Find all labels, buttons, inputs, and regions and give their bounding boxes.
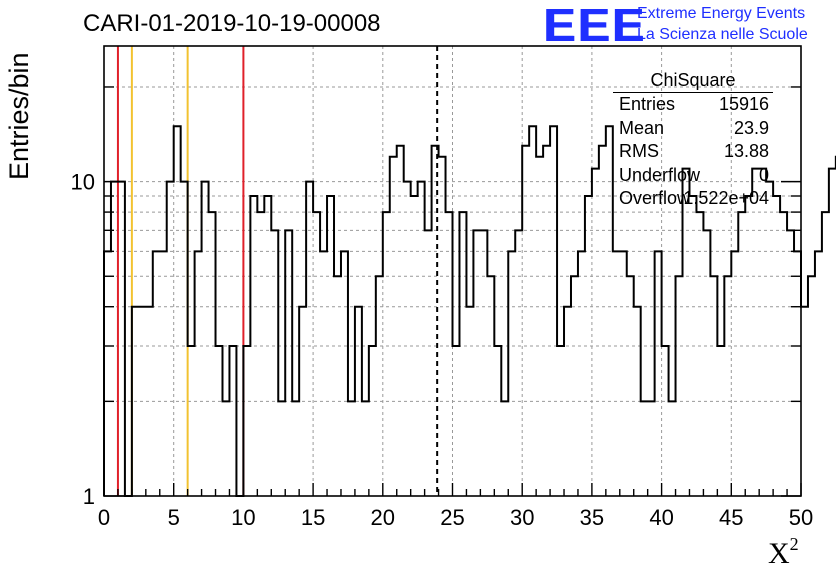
x-axis-label: X2 bbox=[768, 534, 799, 570]
x-tick-label: 40 bbox=[649, 505, 673, 530]
y-tick-label: 1 bbox=[83, 484, 95, 509]
stats-row-mean: Mean 23.9 bbox=[619, 117, 769, 138]
stats-title: ChiSquare bbox=[613, 69, 773, 93]
stats-box: ChiSquare Entries 15916 Mean 23.9 RMS 13.88… bbox=[613, 69, 773, 211]
x-tick-label: 0 bbox=[98, 505, 110, 530]
x-tick-label: 30 bbox=[510, 505, 534, 530]
logo-line-1: Extreme Energy Events bbox=[637, 5, 806, 22]
logo-line-2: La Scienza nelle Scuole bbox=[637, 26, 808, 43]
x-tick-label: 25 bbox=[440, 505, 464, 530]
x-tick-label: 45 bbox=[719, 505, 743, 530]
y-tick-label: 10 bbox=[71, 170, 95, 195]
axis-ticks bbox=[103, 86, 802, 497]
x-tick-label: 50 bbox=[789, 505, 813, 530]
y-axis-label: Entries/bin bbox=[4, 52, 34, 180]
stats-row-overflow: Overflow 1.522e+04 bbox=[619, 188, 769, 208]
x-tick-label: 15 bbox=[301, 505, 325, 530]
eee-logo: EEE bbox=[543, 0, 646, 51]
x-tick-label: 10 bbox=[231, 505, 255, 530]
histogram-series bbox=[103, 125, 836, 497]
stats-row-rms: RMS 13.88 bbox=[619, 141, 769, 161]
x-tick-label: 35 bbox=[580, 505, 604, 530]
stats-row-entries: Entries 15916 bbox=[619, 94, 769, 114]
logo-text: Extreme Energy Events La Scienza nelle S… bbox=[637, 3, 808, 45]
stats-row-underflow: Underflow 0 bbox=[619, 164, 769, 185]
x-tick-label: 5 bbox=[168, 505, 180, 530]
x-tick-label: 20 bbox=[371, 505, 395, 530]
axis-tick-labels: 0 5 10 15 20 25 30 35 40 45 50 1 10 bbox=[71, 170, 814, 530]
chart-title: CARI-01-2019-10-19-00008 bbox=[83, 10, 381, 37]
